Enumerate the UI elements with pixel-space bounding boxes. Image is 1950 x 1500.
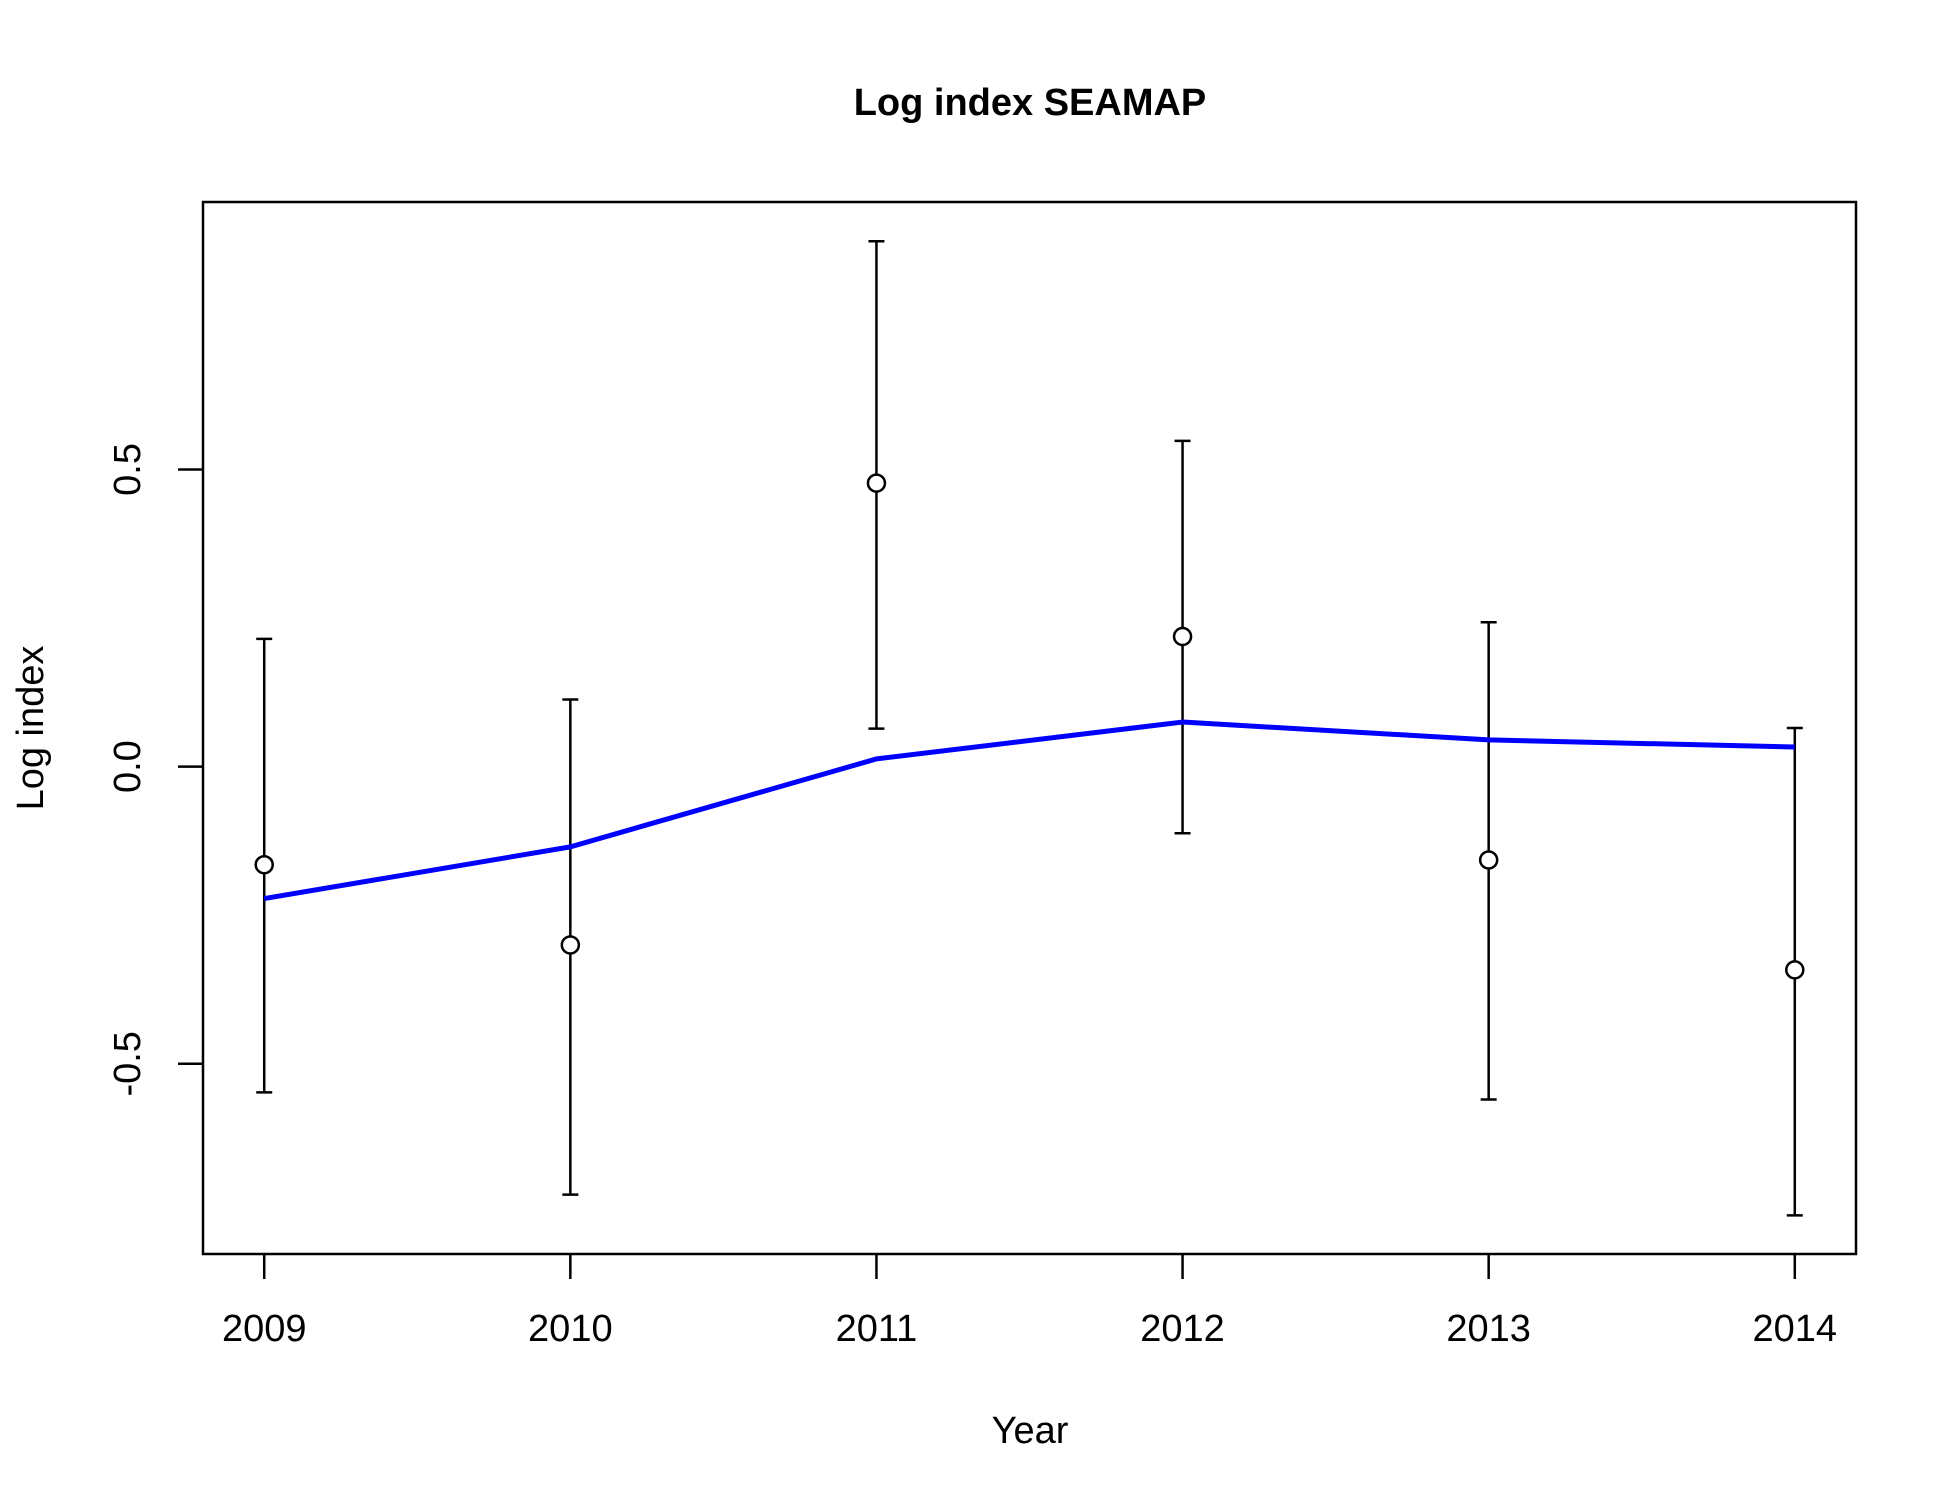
x-tick-label: 2013 <box>1446 1308 1531 1350</box>
observed-point <box>1478 850 1499 870</box>
x-axis: 2009 2010 2011 2012 2013 2014 <box>222 1254 1837 1350</box>
x-tick-label: 2014 <box>1753 1308 1838 1350</box>
observed-point <box>866 473 887 493</box>
y-tick-label: 0.5 <box>107 443 149 496</box>
observed-points <box>254 473 1805 980</box>
y-tick-label: 0.0 <box>107 740 149 793</box>
x-tick-label: 2010 <box>528 1308 613 1350</box>
x-axis-label: Year <box>992 1410 1069 1452</box>
y-axis-label: Log index <box>10 646 52 811</box>
observed-point <box>254 854 274 875</box>
expected-series-line <box>263 719 1795 902</box>
y-tick-label: -0.5 <box>107 1031 149 1096</box>
x-tick-label: 2012 <box>1140 1308 1225 1350</box>
observed-point <box>1785 960 1805 980</box>
y-axis: -0.5 0.0 0.5 <box>107 443 203 1097</box>
x-tick-label: 2009 <box>222 1308 307 1350</box>
plot-frame <box>201 200 1858 1256</box>
observed-point <box>560 935 581 955</box>
chart-title: Log index SEAMAP <box>854 82 1207 124</box>
observed-point <box>1172 626 1193 647</box>
error-bars <box>256 239 1803 1217</box>
x-tick-label: 2011 <box>836 1308 918 1350</box>
